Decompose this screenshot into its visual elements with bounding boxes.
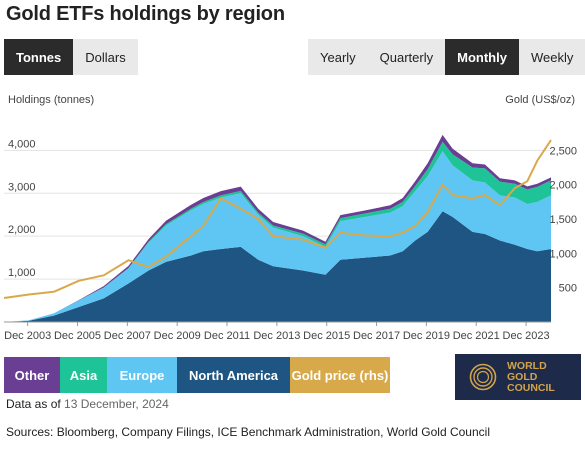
quarterly-button[interactable]: Quarterly xyxy=(368,39,445,75)
x-tick-label: Dec 2005 xyxy=(54,330,101,342)
as-of-date: 13 December, 2024 xyxy=(64,397,169,411)
legend: Other Asia Europe North America Gold pri… xyxy=(4,357,390,393)
x-tick-label: Dec 2011 xyxy=(204,330,250,342)
y-axis-title: Holdings (tonnes) xyxy=(8,94,95,106)
x-tick-label: Dec 2003 xyxy=(4,330,51,342)
x-tick-label: Dec 2009 xyxy=(154,330,201,342)
area-north-america xyxy=(4,211,551,322)
legend-north-america[interactable]: North America xyxy=(177,357,290,393)
chart-title: Gold ETFs holdings by region xyxy=(6,3,285,25)
y2-tick-label: 1,500 xyxy=(549,214,577,226)
legend-europe[interactable]: Europe xyxy=(107,357,177,393)
y2-tick-label: 500 xyxy=(559,283,577,295)
holdings-chart: 1,000 2,000 3,000 4,000 500 1,000 1,500 2,000 2,… xyxy=(3,134,577,342)
logo-line: COUNCIL xyxy=(507,381,555,394)
y-tick-label: 2,000 xyxy=(8,224,36,236)
y-tick-label: 1,000 xyxy=(8,267,36,279)
weekly-button[interactable]: Weekly xyxy=(519,39,585,75)
sources-note: Sources: Bloomberg, Company Filings, ICE… xyxy=(6,425,490,439)
dollars-button[interactable]: Dollars xyxy=(73,39,137,75)
tonnes-button[interactable]: Tonnes xyxy=(4,39,74,75)
yearly-button[interactable]: Yearly xyxy=(308,39,368,75)
period-toggle: Yearly Quarterly Monthly Weekly xyxy=(308,39,585,75)
x-tick-label: Dec 2017 xyxy=(353,330,400,342)
x-tick-label: Dec 2021 xyxy=(453,330,500,342)
legend-other[interactable]: Other xyxy=(4,357,60,393)
legend-label: North America xyxy=(188,367,279,383)
x-tick-label: Dec 2019 xyxy=(403,330,450,342)
y-tick-label: 4,000 xyxy=(8,138,36,150)
as-of-label: Data as of xyxy=(6,397,61,411)
monthly-button[interactable]: Monthly xyxy=(445,39,519,75)
y2-tick-label: 2,500 xyxy=(549,145,577,157)
legend-asia[interactable]: Asia xyxy=(60,357,107,393)
x-tick-label: Dec 2007 xyxy=(104,330,151,342)
as-of: Data as of 13 December, 2024 xyxy=(6,397,169,411)
logo-text: WORLD GOLD COUNCIL xyxy=(507,359,555,394)
gold-price-line xyxy=(3,139,552,299)
y2-axis-title: Gold (US$/oz) xyxy=(505,94,575,106)
world-gold-council-logo: WORLD GOLD COUNCIL xyxy=(455,354,581,400)
y2-tick-label: 2,000 xyxy=(549,180,577,192)
logo-line: WORLD xyxy=(507,359,547,372)
x-tick-label: Dec 2023 xyxy=(503,330,550,342)
legend-gold-price[interactable]: Gold price (rhs) xyxy=(290,357,390,393)
y2-tick-label: 1,000 xyxy=(549,248,577,260)
legend-label: Gold price (rhs) xyxy=(291,367,389,383)
legend-label: Europe xyxy=(119,367,165,383)
x-tick-label: Dec 2015 xyxy=(303,330,350,342)
logo-line: GOLD xyxy=(507,370,538,383)
legend-label: Other xyxy=(14,367,50,383)
y-tick-label: 3,000 xyxy=(8,181,36,193)
x-tick-label: Dec 2013 xyxy=(253,330,300,342)
logo-ring-icon xyxy=(469,363,497,391)
legend-label: Asia xyxy=(69,367,98,383)
unit-toggle: Tonnes Dollars xyxy=(4,39,138,75)
